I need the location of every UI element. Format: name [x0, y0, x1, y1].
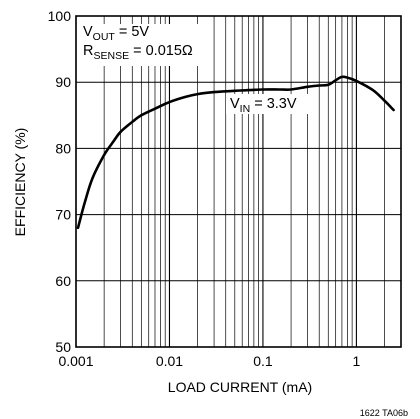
x-tick-label: 1 [353, 353, 361, 369]
y-tick-label: 90 [55, 74, 71, 90]
annotation-background [226, 94, 314, 114]
x-tick-label: 0.001 [58, 353, 93, 369]
series-group [76, 75, 395, 230]
x-tick-label: 0.01 [156, 353, 183, 369]
y-tick-label: 60 [55, 273, 71, 289]
y-tick-label: 50 [55, 339, 71, 355]
plot-border [75, 15, 402, 348]
annotation-label: VOUT = 5V [83, 24, 149, 43]
y-tick-label: 100 [48, 8, 72, 24]
plot-frame [75, 15, 402, 348]
annotation-label: VIN = 3.3V [230, 96, 297, 115]
annotation-label: RSENSE = 0.015Ω [83, 43, 193, 62]
y-axis-label: EFFICIENCY (%) [12, 128, 28, 237]
x-tick-label: 0.1 [253, 353, 273, 369]
y-tick-label: 80 [55, 140, 71, 156]
tick-labels: 50 60 70 80 90 100 0.001 0.01 0.1 1 [48, 8, 361, 369]
y-tick-label: 70 [55, 207, 71, 223]
x-axis-label: LOAD CURRENT (mA) [168, 379, 312, 395]
figure-id: 1622 TA06b [360, 408, 408, 418]
annotation-background [80, 24, 210, 66]
efficiency-curve [76, 75, 395, 230]
